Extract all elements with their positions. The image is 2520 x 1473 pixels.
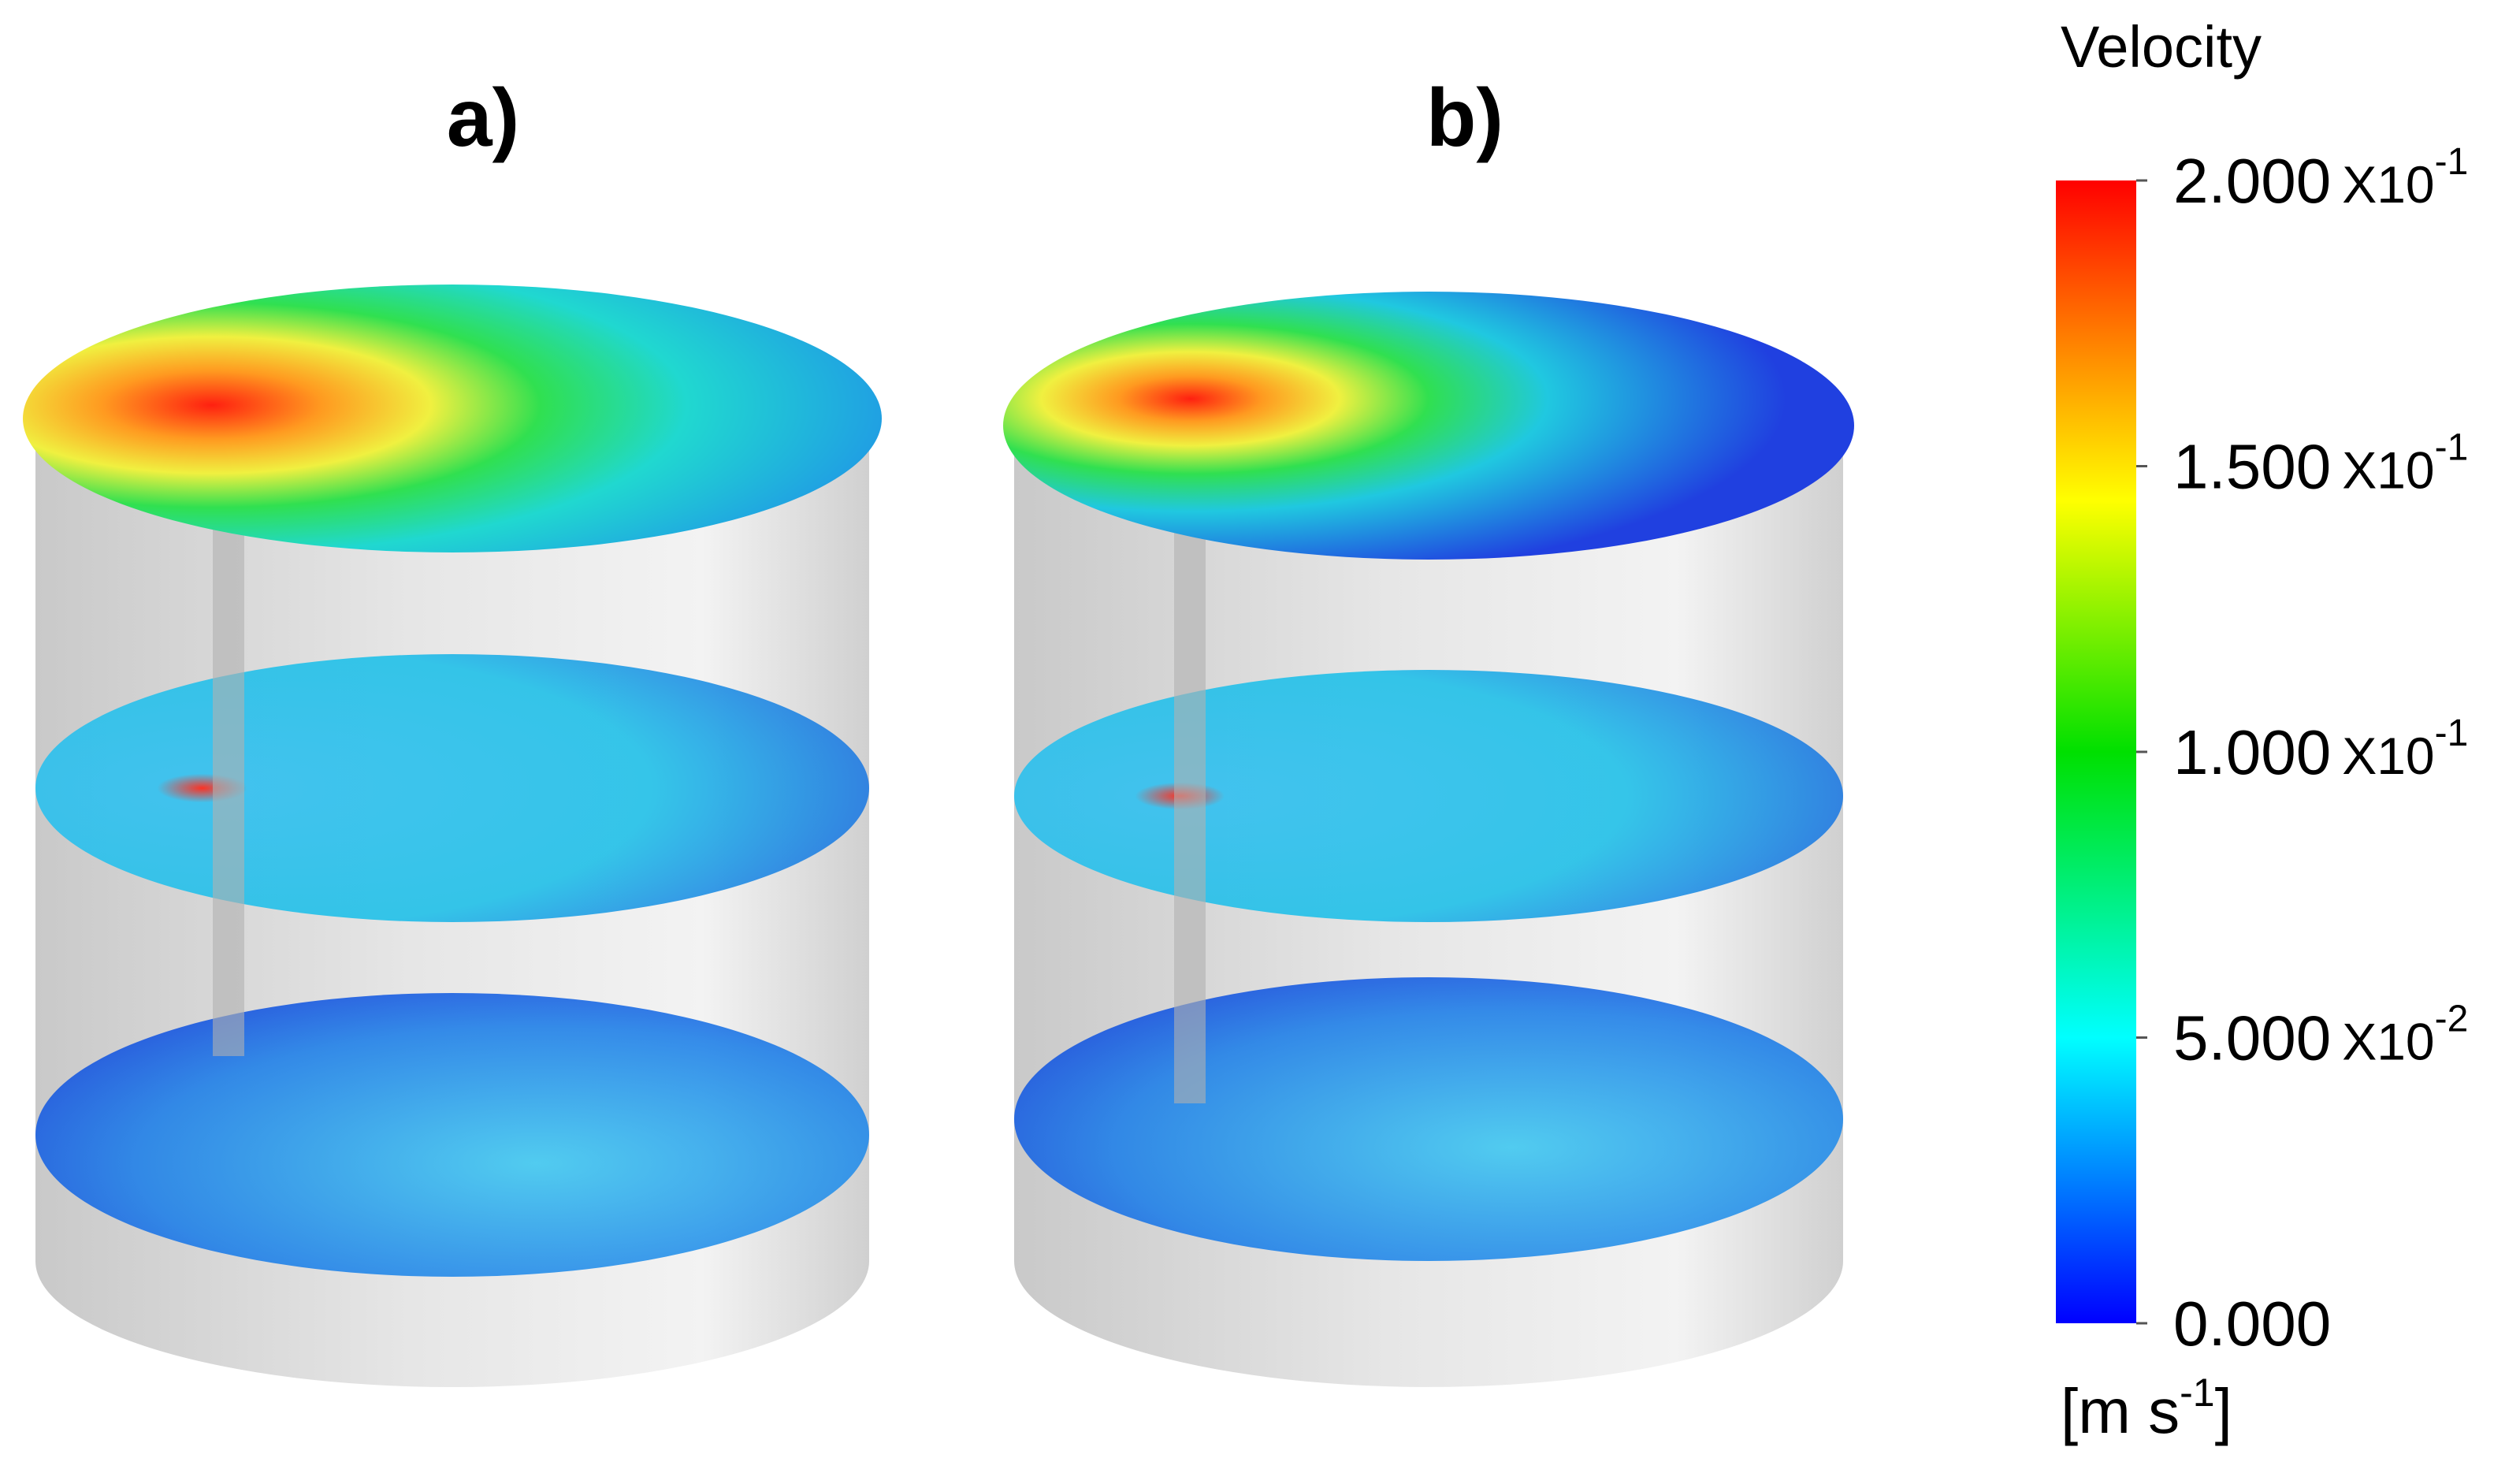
tick-mantissa: 2.000 <box>2173 146 2331 216</box>
unit-text: [m s <box>2061 1376 2180 1446</box>
tick-base: X10 <box>2342 441 2434 500</box>
tick-exponent: -1 <box>2435 141 2469 183</box>
tick-mantissa: 5.000 <box>2173 1003 2331 1073</box>
cylinder-a <box>23 285 882 1387</box>
colorbar-tick-label: 1.000 X10-1 <box>2173 712 2468 787</box>
colorbar-tick-label: 0.000 <box>2173 1289 2331 1359</box>
tick-mantissa: 1.500 <box>2173 432 2331 502</box>
tick-exponent: -1 <box>2435 712 2469 754</box>
colorbar-title: Velocity <box>2061 14 2262 80</box>
colorbar-tick-label: 2.000 X10-1 <box>2173 141 2468 216</box>
tick-exponent: -2 <box>2435 999 2469 1040</box>
colorbar-tick-label: 1.500 X10-1 <box>2173 427 2468 502</box>
colorbar <box>2056 180 2136 1323</box>
panel-label: b) <box>1426 73 1503 164</box>
tick-base: X10 <box>2342 155 2434 214</box>
unit-exponent: -1 <box>2180 1371 2214 1415</box>
colorbar-tick-label: 5.000 X10-2 <box>2173 999 2468 1073</box>
tick-mantissa: 1.000 <box>2173 717 2331 787</box>
tick-exponent: -1 <box>2435 427 2469 469</box>
colorbar-unit: [m s-1] <box>2061 1371 2232 1446</box>
unit-close: ] <box>2215 1376 2232 1446</box>
tick-base: X10 <box>2342 1013 2434 1071</box>
tick-mantissa: 0.000 <box>2173 1289 2331 1359</box>
tick-base: X10 <box>2342 727 2434 785</box>
panel-label: a) <box>447 73 519 164</box>
cylinder-b <box>1003 292 1854 1387</box>
